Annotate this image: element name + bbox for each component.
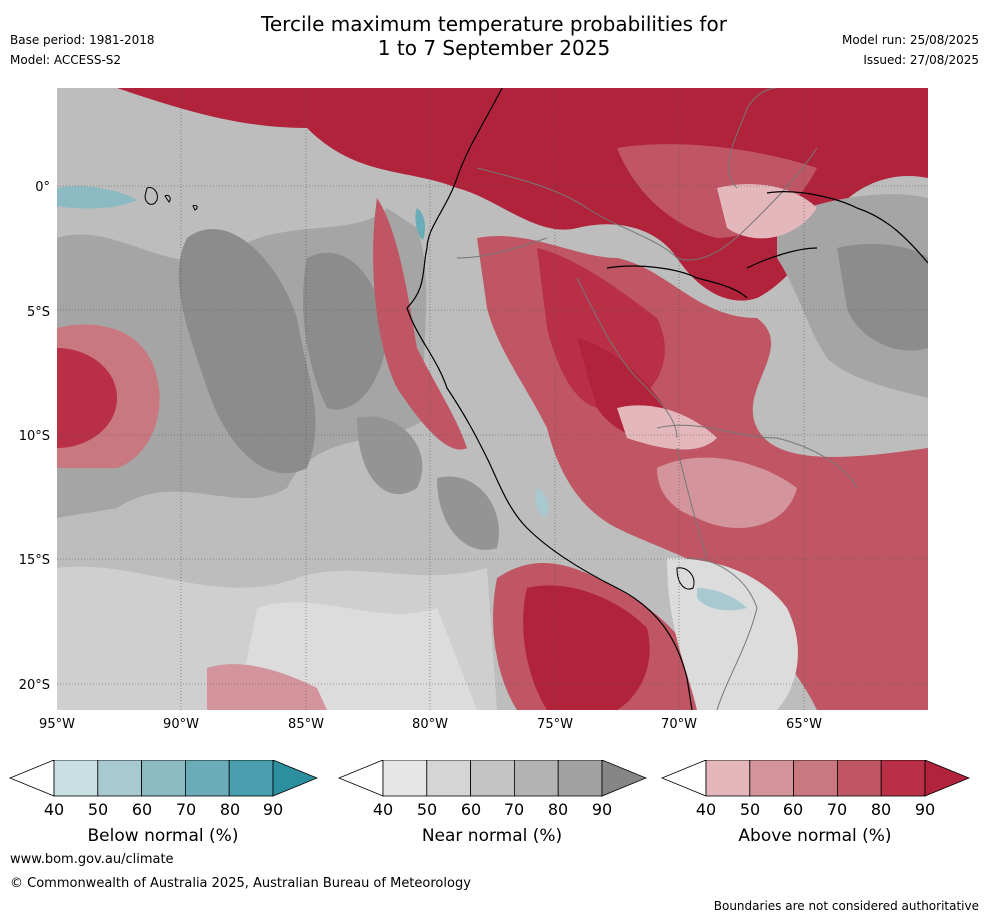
near-normal-90-zone-4 (437, 476, 499, 550)
cb-tick: 40 (372, 800, 394, 819)
probability-map (57, 88, 928, 710)
cb-tick: 60 (782, 800, 804, 819)
title-line-1: Tercile maximum temperature probabilitie… (261, 12, 727, 36)
lon-label: 95°W (39, 717, 75, 732)
cb-tick: 70 (175, 800, 197, 819)
model-run: Model run: 25/08/2025 (841, 33, 979, 47)
cb-tick: 70 (503, 800, 525, 819)
lon-label: 75°W (537, 717, 573, 732)
near-normal-90-zone-3 (357, 416, 423, 495)
colorbar-right-extend (272, 760, 319, 797)
lake-titicaca (676, 567, 695, 590)
cb-tick: 60 (131, 800, 153, 819)
meta-left: Base period: 1981-2018 Model: ACCESS-S2 (10, 30, 155, 70)
above-normal-interior-core (537, 248, 665, 410)
lat-label: 5°S (26, 305, 50, 320)
lon-label: 65°W (786, 717, 822, 732)
colorbar-right-extend (924, 760, 971, 797)
colorbars (8, 760, 971, 797)
cb-tick: 80 (547, 800, 569, 819)
colorbar-near-normal (337, 760, 648, 797)
colorbar-segment (793, 760, 838, 797)
lat-label: 15°S (18, 553, 50, 568)
above-normal-sw-patch (207, 664, 327, 710)
near-normal-90-zone-2 (303, 252, 387, 410)
colorbar-segment (837, 760, 882, 797)
cb-tick: 80 (870, 800, 892, 819)
colorbar-segment (184, 760, 230, 797)
lon-label: 85°W (288, 717, 324, 732)
below-normal-coast (415, 208, 425, 240)
colorbar-below-normal (8, 760, 319, 797)
map-title: Tercile maximum temperature probabilitie… (0, 12, 988, 60)
cb-tick: 80 (219, 800, 241, 819)
cb-tick: 70 (826, 800, 848, 819)
colorbar-right-extend (601, 760, 648, 797)
cb-tick: 40 (43, 800, 65, 819)
cb-tick: 90 (591, 800, 613, 819)
colorbar-title-near: Near normal (%) (421, 826, 563, 846)
colorbar-segment (880, 760, 926, 797)
colorbar-title-above: Above normal (%) (738, 826, 892, 846)
lat-label: 20°S (18, 678, 50, 693)
colorbar-segment (141, 760, 186, 797)
lon-label: 90°W (163, 717, 199, 732)
above-normal-50-zone (617, 405, 717, 450)
colorbar-segment (557, 760, 603, 797)
below-normal-titicaca (697, 588, 747, 611)
issued-date: Issued: 27/08/2025 (863, 53, 979, 67)
cb-tick: 50 (87, 800, 109, 819)
colorbar-segment (426, 760, 471, 797)
above-normal-coastal (373, 198, 467, 450)
colorbar-segment (228, 760, 274, 797)
colorbar-segment (514, 760, 559, 797)
model-name: Model: ACCESS-S2 (10, 53, 122, 67)
colorbar-segment (53, 760, 99, 797)
lat-label: 10°S (18, 429, 50, 444)
lon-label: 70°W (661, 717, 697, 732)
colorbar-segment (470, 760, 515, 797)
above-normal-north (117, 88, 928, 301)
above-normal-west-core (57, 348, 117, 448)
colorbar-above-normal (660, 760, 971, 797)
colorbar-title-below: Below normal (%) (87, 826, 239, 846)
below-normal-peru (535, 488, 549, 518)
cb-tick: 60 (460, 800, 482, 819)
copyright-text: © Commonwealth of Australia 2025, Austra… (10, 876, 471, 891)
coastlines (406, 88, 928, 710)
cb-tick: 90 (262, 800, 284, 819)
colorbar-left-extend (337, 760, 384, 797)
boundary-note: Boundaries are not considered authoritat… (713, 899, 979, 913)
map-svg (57, 88, 928, 710)
lat-label: 0° (35, 180, 50, 195)
colorbar-left-extend (8, 760, 55, 797)
colorbar-segment (705, 760, 751, 797)
lon-label: 80°W (412, 717, 448, 732)
above-normal-60-zone (657, 457, 797, 528)
galapagos-islands (144, 187, 198, 211)
colorbar-segment (382, 760, 428, 797)
graticule (57, 88, 928, 710)
title-line-2: 1 to 7 September 2025 (377, 36, 611, 60)
meta-right: Model run: 25/08/2025 Issued: 27/08/2025 (842, 30, 979, 70)
country-borders (456, 88, 858, 710)
colorbar-segment (97, 760, 143, 797)
colorbar-segment (749, 760, 794, 797)
colorbar-left-extend (660, 760, 707, 797)
cb-tick: 50 (739, 800, 761, 819)
near-normal-ne-core (837, 243, 928, 351)
cb-tick: 50 (416, 800, 438, 819)
cb-tick: 40 (695, 800, 717, 819)
above-normal-ne-fringe (717, 184, 817, 239)
below-normal-galapagos (57, 186, 137, 209)
website-text: www.bom.gov.au/climate (10, 852, 174, 867)
cb-tick: 90 (914, 800, 936, 819)
near-normal-90-zone (178, 229, 316, 474)
base-period: Base period: 1981-2018 (10, 33, 155, 47)
